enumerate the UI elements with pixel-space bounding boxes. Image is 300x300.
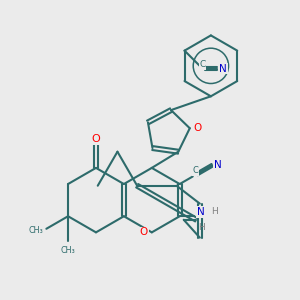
Text: CH₃: CH₃ (29, 226, 44, 235)
Text: N: N (219, 64, 227, 74)
Text: O: O (92, 134, 100, 144)
Text: O: O (194, 123, 202, 133)
Text: CH₃: CH₃ (61, 246, 75, 255)
Text: O: O (140, 227, 148, 237)
Text: N: N (214, 160, 221, 170)
Text: C: C (192, 166, 198, 175)
Text: H: H (211, 208, 217, 217)
Text: H: H (198, 224, 205, 232)
Text: C: C (199, 61, 206, 70)
Text: N: N (197, 207, 205, 217)
